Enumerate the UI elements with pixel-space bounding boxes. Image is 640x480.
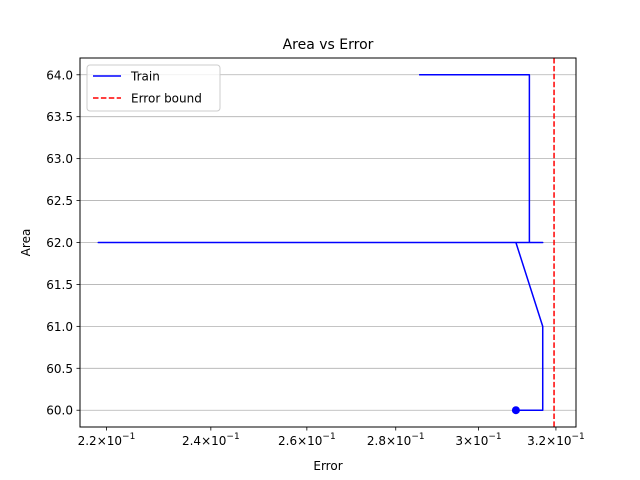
y-tick-label: 64.0 (46, 68, 73, 82)
y-tick-label: 61.0 (46, 320, 73, 334)
x-tick-label: 2.4×10−1 (182, 432, 240, 448)
y-axis-title: Area (19, 229, 33, 257)
x-tick-mantissa: 3×10 (455, 434, 488, 448)
x-tick-label: 2.2×10−1 (78, 432, 136, 448)
x-tick-exponent: −1 (488, 432, 501, 442)
x-tick-exponent: −1 (411, 432, 424, 442)
y-tick-label: 61.5 (46, 278, 73, 292)
x-tick-exponent: −1 (571, 432, 584, 442)
x-tick-mantissa: 3.2×10 (527, 434, 571, 448)
x-tick-label: 3×10−1 (455, 432, 501, 448)
x-tick-mantissa: 2.8×10 (367, 434, 411, 448)
legend: Train Error bound (86, 64, 221, 112)
series-line-train (97, 74, 544, 411)
chart-title: Area vs Error (283, 37, 374, 53)
x-tick-label: 2.8×10−1 (367, 432, 425, 448)
train-end-marker (511, 406, 520, 415)
y-tick-label: 63.5 (46, 110, 73, 124)
y-tick-label: 62.0 (46, 236, 73, 250)
x-tick-label: 2.6×10−1 (278, 432, 336, 448)
x-tick-mantissa: 2.6×10 (278, 434, 322, 448)
x-axis-title: Error (313, 459, 342, 473)
legend-train-label: Train (130, 70, 160, 84)
y-tick-label: 60.5 (46, 362, 73, 376)
y-tick-label: 63.0 (46, 152, 73, 166)
x-tick-exponent: −1 (122, 432, 135, 442)
x-tick-label: 3.2×10−1 (527, 432, 585, 448)
axes: 60.0 60.5 61.0 61.5 62.0 62.5 63.0 63.5 64.0 2.2×… (46, 68, 584, 448)
series-layer (97, 58, 555, 427)
y-tick-label: 60.0 (46, 404, 73, 418)
x-tick-mantissa: 2.4×10 (182, 434, 226, 448)
y-tick-label: 62.5 (46, 194, 73, 208)
x-tick-exponent: −1 (322, 432, 335, 442)
x-tick-mantissa: 2.2×10 (78, 434, 122, 448)
legend-error-bound-label: Error bound (131, 92, 202, 106)
x-tick-exponent: −1 (226, 432, 239, 442)
